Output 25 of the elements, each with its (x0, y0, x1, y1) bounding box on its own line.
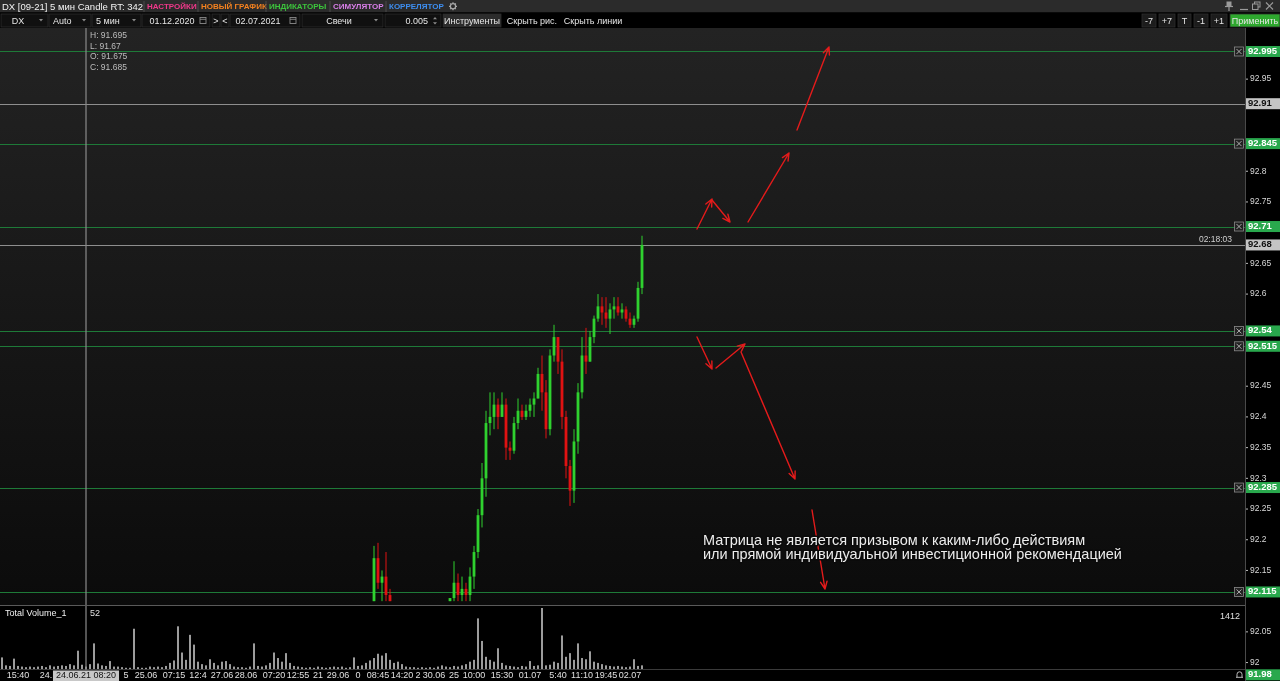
text: СИМУЛЯТОР (333, 2, 385, 12)
text: Свечи (326, 15, 352, 26)
x-tick-label: 15:40 (6, 670, 30, 681)
text: -1 (1196, 15, 1206, 26)
text: НАСТРОЙКИ (147, 2, 197, 12)
text: Скрыть рис. (506, 15, 558, 26)
text: +7 (1161, 15, 1173, 26)
text: Auto (53, 15, 72, 26)
text: Инструменты (443, 15, 501, 26)
text: ИНДИКАТОРЫ (269, 2, 327, 12)
text: DX [09-21] 5 мин Candle RT: 342 (2, 0, 144, 12)
text: НОВЫЙ ГРАФИК (201, 2, 267, 12)
text: Применить (1231, 15, 1279, 26)
text: < (222, 15, 228, 26)
text: Скрыть линии (563, 15, 623, 26)
text: DX (11, 15, 25, 26)
text: КОРРЕЛЯТОР (389, 2, 445, 12)
text: -7 (1144, 15, 1154, 26)
text: 01.12.2020 (149, 15, 195, 26)
text: 02.07.2021 (235, 15, 281, 26)
text: +1 (1213, 15, 1225, 26)
text: 0.005 (405, 15, 428, 26)
text: 5 мин (96, 15, 120, 26)
text: > (213, 15, 219, 26)
text: T (1181, 15, 1188, 26)
